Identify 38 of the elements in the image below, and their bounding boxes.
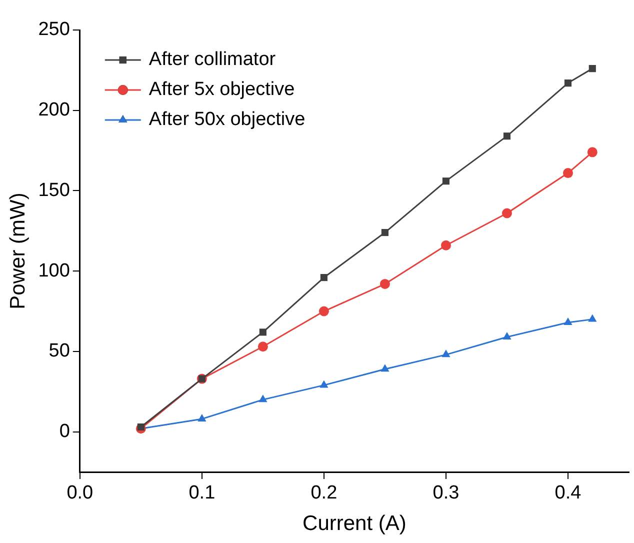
- y-axis-title: Power (mW): [6, 192, 30, 310]
- point: [587, 147, 598, 158]
- point: [259, 328, 266, 336]
- x-tick-label: 0.0: [66, 482, 94, 504]
- point: [588, 65, 596, 72]
- point: [442, 350, 450, 358]
- point: [564, 318, 572, 326]
- point: [381, 228, 388, 236]
- point: [502, 208, 512, 218]
- y-tick-label: 50: [48, 340, 70, 362]
- point: [258, 342, 268, 352]
- point: [318, 306, 329, 316]
- x-axis-title: Current (A): [302, 512, 406, 536]
- x-tick-label: 0.1: [188, 482, 216, 504]
- y-tick-label: 250: [38, 19, 70, 40]
- point: [380, 278, 390, 289]
- point: [562, 168, 573, 178]
- legend-label: After 50x objective: [148, 109, 306, 130]
- legend-label: After 5x objective: [148, 79, 295, 100]
- legend-label: After collimator: [148, 49, 276, 70]
- y-tick-label: 0: [59, 421, 70, 442]
- point: [320, 274, 328, 282]
- point: [588, 314, 597, 322]
- x-tick-label: 0.3: [432, 482, 460, 504]
- point: [380, 364, 390, 372]
- x-tick-label: 0.2: [310, 482, 338, 504]
- y-tick-label: 100: [38, 260, 70, 282]
- point: [198, 414, 206, 422]
- point: [442, 178, 450, 185]
- point: [564, 80, 572, 87]
- point: [440, 240, 451, 250]
- point: [502, 332, 512, 340]
- point: [503, 132, 511, 140]
- point: [258, 394, 268, 402]
- y-tick-label: 150: [38, 180, 70, 201]
- x-tick-label: 0.4: [554, 482, 582, 504]
- point: [320, 380, 328, 388]
- y-tick-label: 200: [38, 100, 70, 121]
